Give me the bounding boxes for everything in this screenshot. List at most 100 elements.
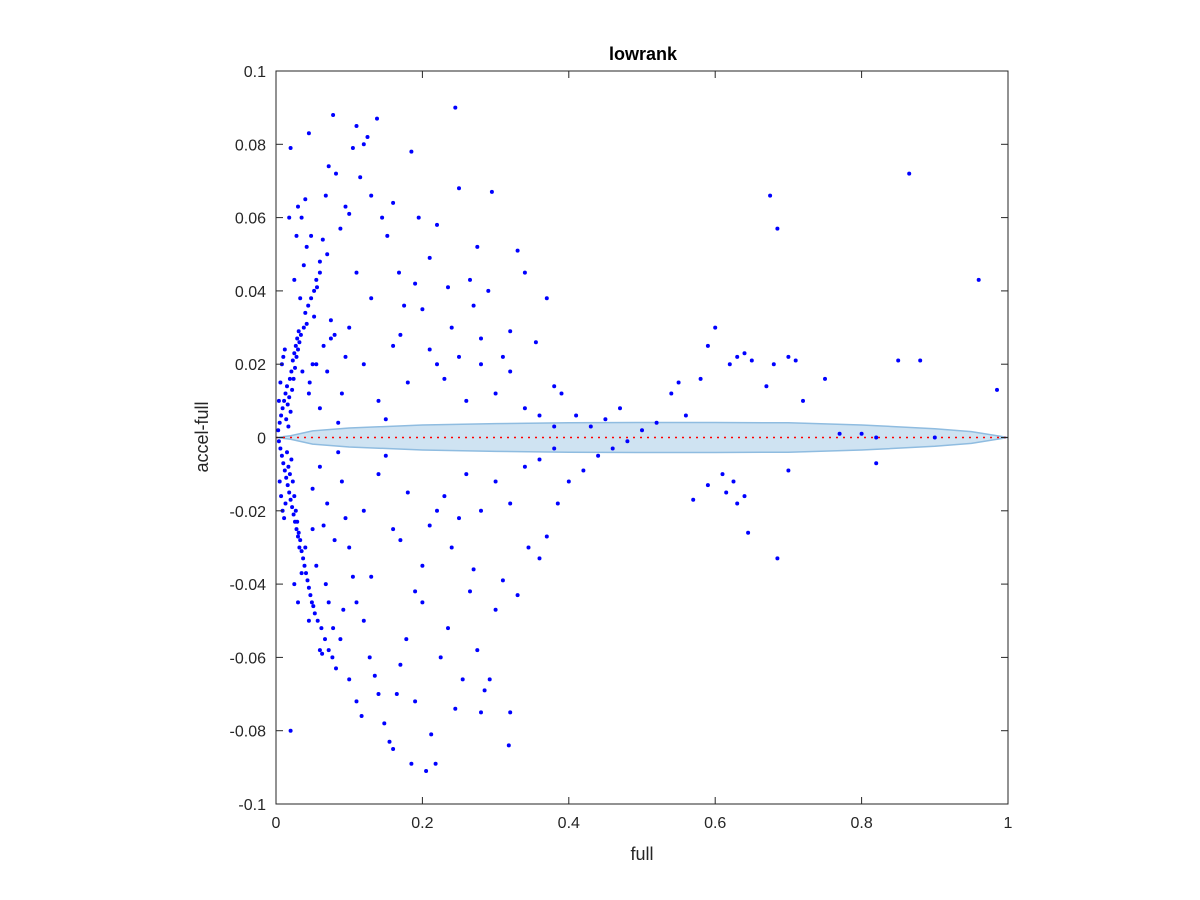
data-point: [398, 332, 403, 337]
data-point: [309, 233, 314, 238]
data-point: [742, 494, 747, 499]
data-point: [552, 384, 557, 389]
data-point: [287, 376, 292, 381]
data-point: [735, 354, 740, 359]
data-point: [286, 424, 291, 429]
data-point: [281, 354, 286, 359]
data-point: [306, 618, 311, 623]
data-point: [404, 637, 409, 642]
data-point: [347, 211, 352, 216]
data-point: [369, 296, 374, 301]
data-point: [724, 490, 729, 495]
data-point: [625, 439, 630, 444]
data-point: [786, 468, 791, 473]
data-point: [276, 398, 281, 403]
data-point: [506, 743, 511, 748]
data-point: [435, 362, 439, 367]
x-tick-label: 0: [272, 815, 281, 832]
data-point: [479, 508, 483, 513]
data-point: [398, 662, 403, 667]
data-point: [285, 402, 290, 407]
data-point: [383, 453, 388, 458]
data-point: [468, 277, 472, 282]
data-point: [281, 461, 286, 466]
data-point: [323, 193, 328, 198]
data-point: [479, 336, 483, 341]
data-point: [301, 325, 306, 330]
data-point: [288, 728, 293, 733]
data-point: [387, 739, 392, 744]
data-point: [314, 563, 319, 568]
data-point: [369, 193, 374, 198]
data-point: [285, 483, 290, 488]
data-point: [391, 200, 396, 205]
data-point: [282, 398, 287, 403]
data-point: [705, 483, 710, 488]
data-point: [317, 464, 322, 469]
data-point: [793, 358, 798, 363]
data-point: [328, 336, 333, 341]
data-point: [290, 505, 295, 510]
data-point: [285, 450, 289, 455]
data-point: [464, 398, 469, 403]
data-point: [276, 428, 281, 433]
data-point: [508, 329, 513, 334]
data-point: [413, 281, 418, 286]
data-point: [292, 494, 297, 499]
data-point: [306, 303, 311, 308]
data-point: [508, 369, 513, 374]
x-tick-label: 0.8: [850, 815, 872, 832]
data-point: [493, 607, 498, 612]
data-point: [326, 648, 331, 653]
data-point: [932, 435, 937, 440]
data-point: [306, 585, 311, 590]
data-point: [618, 406, 622, 411]
data-point: [442, 494, 447, 499]
data-point: [330, 655, 335, 660]
data-point: [343, 204, 348, 209]
data-point: [433, 761, 438, 766]
data-point: [727, 362, 732, 367]
data-point: [302, 563, 307, 568]
data-point: [537, 413, 542, 418]
data-point: [552, 446, 557, 451]
data-point: [361, 508, 366, 513]
data-point: [291, 512, 296, 517]
data-point: [296, 329, 301, 334]
data-point: [306, 391, 311, 396]
data-point: [297, 340, 302, 345]
data-point: [277, 420, 282, 425]
data-point: [301, 263, 306, 268]
data-point: [823, 376, 827, 381]
data-point: [775, 226, 780, 231]
data-point: [369, 574, 374, 579]
y-tick-label: 0.08: [235, 137, 266, 154]
data-point: [284, 475, 289, 480]
data-point: [289, 457, 294, 462]
data-point: [350, 146, 355, 150]
data-point: [409, 761, 414, 766]
data-point: [350, 574, 355, 579]
data-point: [493, 479, 498, 484]
data-point: [376, 692, 381, 696]
data-point: [315, 618, 320, 623]
data-point: [358, 175, 363, 180]
data-point: [312, 611, 317, 616]
y-tick-label: 0.04: [235, 284, 266, 301]
data-point: [713, 325, 718, 330]
data-point: [288, 146, 293, 150]
data-point: [382, 721, 387, 726]
y-tick-label: 0: [257, 431, 266, 448]
data-point: [522, 406, 527, 411]
data-point: [429, 732, 434, 737]
data-point: [354, 270, 359, 275]
data-point: [317, 259, 322, 264]
y-axis-label: accel-full: [192, 401, 212, 472]
data-point: [361, 142, 366, 147]
data-point: [449, 545, 454, 550]
data-point: [334, 171, 338, 176]
y-tick-label: -0.02: [230, 504, 267, 521]
data-point: [397, 270, 401, 275]
data-point: [438, 655, 443, 660]
